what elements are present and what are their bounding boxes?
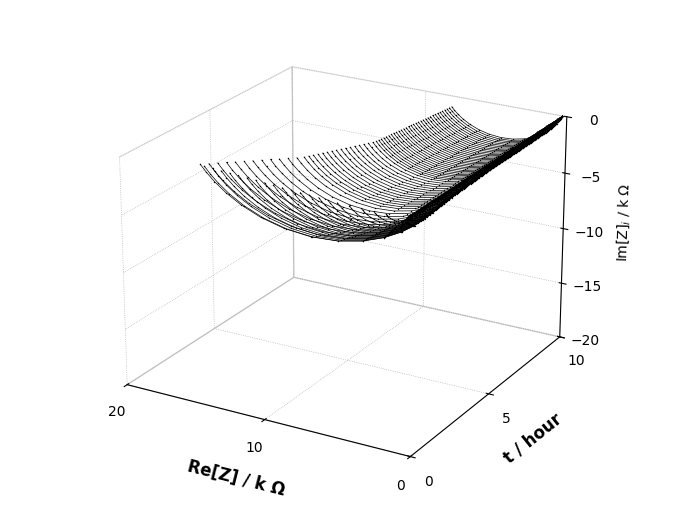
Y-axis label: t / hour: t / hour [501,410,565,467]
X-axis label: Re[Z] / k Ω: Re[Z] / k Ω [186,457,286,499]
